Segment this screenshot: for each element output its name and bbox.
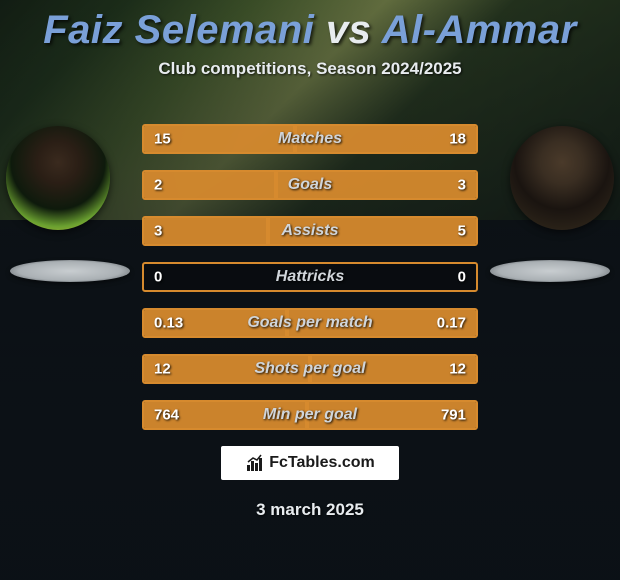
stat-value-left: 3 — [154, 223, 162, 240]
subtitle: Club competitions, Season 2024/2025 — [0, 59, 620, 79]
stat-value-left: 15 — [154, 131, 171, 148]
stat-value-right: 791 — [441, 407, 466, 424]
avatar-shadow-left — [10, 260, 130, 282]
stat-label: Matches — [278, 130, 342, 148]
stat-row: 2 3 Goals — [142, 170, 478, 200]
stat-value-right: 5 — [458, 223, 466, 240]
avatar-player2 — [510, 126, 614, 230]
page-title: Faiz Selemani vs Al-Ammar — [0, 0, 620, 53]
date-text: 3 march 2025 — [256, 500, 364, 520]
avatar-shadow-right — [490, 260, 610, 282]
stat-value-right: 0 — [458, 269, 466, 286]
brand-text: FcTables.com — [269, 454, 375, 472]
stat-row: 764 791 Min per goal — [142, 400, 478, 430]
stat-row: 0.13 0.17 Goals per match — [142, 308, 478, 338]
stats-table: 15 18 Matches 2 3 Goals 3 5 Assists 0 0 Hattricks 0.… — [142, 124, 478, 446]
stat-value-right: 0.17 — [437, 315, 466, 332]
avatar-player1 — [6, 126, 110, 230]
stat-value-right: 18 — [449, 131, 466, 148]
stat-row: 15 18 Matches — [142, 124, 478, 154]
stat-row: 12 12 Shots per goal — [142, 354, 478, 384]
stat-value-left: 2 — [154, 177, 162, 194]
stat-value-right: 3 — [458, 177, 466, 194]
stat-label: Goals per match — [247, 314, 372, 332]
stat-label: Goals — [288, 176, 332, 194]
stat-value-left: 764 — [154, 407, 179, 424]
stat-label: Shots per goal — [254, 360, 365, 378]
stat-label: Assists — [282, 222, 339, 240]
stat-label: Min per goal — [263, 406, 357, 424]
stat-row: 0 0 Hattricks — [142, 262, 478, 292]
title-player1: Faiz Selemani — [43, 8, 314, 52]
title-player2: Al-Ammar — [382, 8, 577, 52]
stat-value-right: 12 — [449, 361, 466, 378]
stat-value-left: 0 — [154, 269, 162, 286]
content-root: Faiz Selemani vs Al-Ammar Club competiti… — [0, 0, 620, 580]
stat-label: Hattricks — [276, 268, 344, 286]
stat-value-left: 12 — [154, 361, 171, 378]
stat-row: 3 5 Assists — [142, 216, 478, 246]
stat-fill-left — [144, 172, 278, 198]
stat-fill-left — [144, 218, 270, 244]
brand-chart-icon — [245, 453, 265, 473]
stat-value-left: 0.13 — [154, 315, 183, 332]
title-vs: vs — [326, 8, 372, 52]
brand-badge: FcTables.com — [221, 446, 399, 480]
